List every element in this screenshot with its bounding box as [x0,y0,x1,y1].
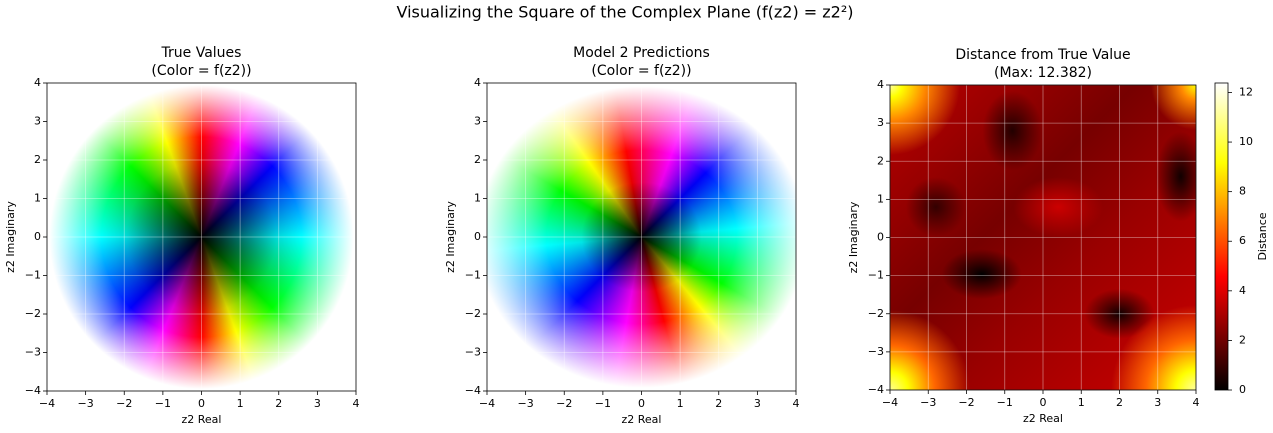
x-tick-label: −3 [78,397,94,410]
colorbar [1215,83,1228,390]
colorbar-frame [1214,82,1229,391]
x-tick-label: −4 [882,396,898,409]
axes-title: True Values [161,45,242,61]
y-tick-label: 1 [474,192,481,205]
y-tick-label: −4 [868,383,884,396]
x-tick-label: 0 [1040,396,1047,409]
y-tick-label: −1 [868,269,884,282]
y-tick-label: −2 [465,307,481,320]
colorbar-tick-label: 6 [1239,234,1246,247]
x-tick-label: −1 [595,397,611,410]
x-tick-label: −2 [556,397,572,410]
y-tick-label: 3 [877,116,884,129]
x-axis-label: z2 Real [622,413,662,426]
y-tick-label: 0 [474,230,481,243]
colorbar-tick-label: 0 [1239,383,1246,396]
x-tick-label: −4 [479,397,495,410]
y-tick-label: −3 [25,346,41,359]
y-tick-label: 2 [877,154,884,167]
colorbar-tick-label: 12 [1239,85,1253,98]
x-tick-label: 2 [275,397,282,410]
y-tick-label: 4 [34,76,41,89]
x-tick-label: −2 [116,397,132,410]
axes-subtitle: (Color = f(z2)) [151,63,251,79]
y-tick-label: 4 [877,78,884,91]
x-tick-label: 0 [638,397,645,410]
y-tick-label: 0 [877,231,884,244]
x-tick-label: 1 [1078,396,1085,409]
x-tick-label: 4 [793,397,800,410]
y-tick-label: 3 [474,115,481,128]
y-tick-label: −2 [868,307,884,320]
axes-subtitle: (Color = f(z2)) [591,63,691,79]
figure-title: Visualizing the Square of the Complex Pl… [396,3,853,22]
axes-frame [889,84,1197,391]
x-tick-label: 1 [237,397,244,410]
axes-title: Distance from True Value [955,47,1130,63]
x-axis-label: z2 Real [1023,412,1063,425]
domain-color-image [47,83,356,391]
x-tick-label: 2 [715,397,722,410]
axes-frame [486,82,797,392]
y-tick-label: −1 [465,269,481,282]
heatmap-image [890,85,1196,390]
y-tick-label: 4 [474,76,481,89]
x-tick-label: 3 [754,397,761,410]
y-axis-label: z2 Imaginary [444,201,457,273]
x-tick-label: 0 [198,397,205,410]
y-tick-label: 2 [474,153,481,166]
x-tick-label: 3 [1154,396,1161,409]
y-tick-label: −3 [868,345,884,358]
colorbar-label: Distance [1256,212,1269,260]
x-tick-label: 2 [1116,396,1123,409]
x-tick-label: 4 [353,397,360,410]
y-tick-label: 1 [34,192,41,205]
x-tick-label: −3 [920,396,936,409]
x-tick-label: 1 [677,397,684,410]
axes-frame [46,82,357,392]
y-tick-label: −2 [25,307,41,320]
x-tick-label: −4 [39,397,55,410]
y-tick-label: −4 [465,384,481,397]
y-tick-label: −3 [465,346,481,359]
x-axis-label: z2 Real [182,413,222,426]
y-tick-label: 3 [34,115,41,128]
y-tick-label: 1 [877,192,884,205]
x-tick-label: −1 [155,397,171,410]
axes-subtitle: (Max: 12.382) [994,65,1092,81]
colorbar-tick-label: 2 [1239,333,1246,346]
y-axis-label: z2 Imaginary [4,201,17,273]
y-tick-label: 0 [34,230,41,243]
y-tick-label: 2 [34,153,41,166]
y-tick-label: −1 [25,269,41,282]
colorbar-tick-label: 8 [1239,185,1246,198]
x-tick-label: −3 [518,397,534,410]
colorbar-tick-label: 10 [1239,135,1253,148]
x-tick-label: 3 [314,397,321,410]
axes-title: Model 2 Predictions [573,45,710,61]
y-axis-label: z2 Imaginary [847,201,860,273]
x-tick-label: −2 [958,396,974,409]
domain-color-image [487,83,796,391]
colorbar-tick-label: 4 [1239,284,1246,297]
y-tick-label: −4 [25,384,41,397]
x-tick-label: −1 [997,396,1013,409]
x-tick-label: 4 [1193,396,1200,409]
